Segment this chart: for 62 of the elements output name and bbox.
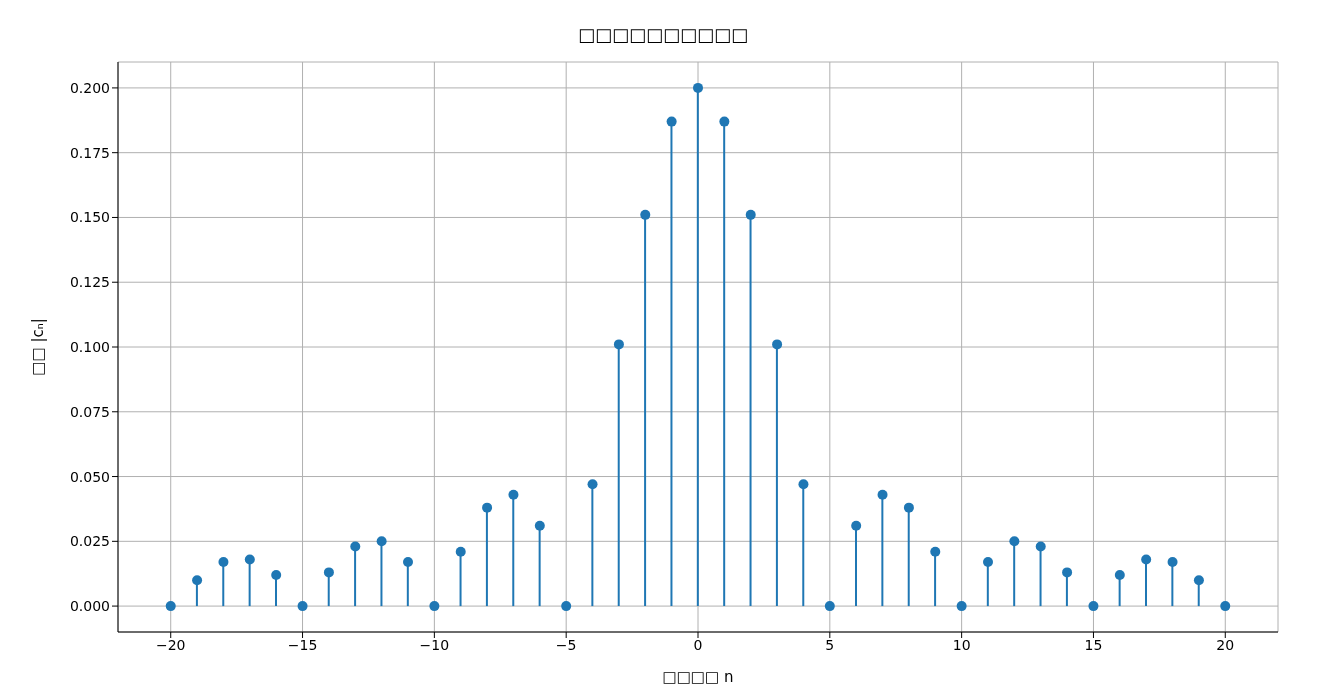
point	[824, 601, 835, 612]
x-tick-label: −10	[419, 636, 450, 653]
point	[1088, 601, 1099, 612]
point	[271, 570, 282, 580]
x-tick-label: 15	[1084, 636, 1103, 653]
x-tick-label: 20	[1216, 636, 1235, 653]
y-tick-label: 0.125	[69, 274, 110, 291]
point	[1193, 575, 1204, 586]
point	[455, 546, 466, 557]
point	[165, 601, 176, 612]
point	[1035, 541, 1046, 552]
y-tick-label: 0.000	[69, 598, 110, 615]
y-tick-label: 0.150	[69, 209, 110, 226]
point	[745, 209, 756, 220]
x-tick-label: 5	[825, 636, 835, 653]
point	[244, 554, 255, 565]
point	[429, 601, 440, 612]
y-axis-title: □□ |cₙ|	[29, 318, 48, 376]
point	[1009, 536, 1020, 547]
point	[798, 479, 809, 490]
point	[851, 520, 862, 531]
point	[930, 546, 941, 557]
point	[376, 536, 387, 547]
point	[1114, 570, 1125, 580]
point	[1220, 601, 1231, 612]
point	[903, 502, 914, 513]
x-tick-label: −15	[287, 636, 318, 653]
point	[508, 489, 519, 500]
x-tick-label: 0	[693, 636, 703, 653]
point	[613, 339, 624, 350]
point	[983, 557, 993, 568]
y-tick-label: 0.025	[69, 533, 110, 550]
y-tick-label: 0.175	[69, 144, 110, 161]
point	[719, 116, 730, 127]
x-tick-label: −20	[155, 636, 186, 653]
y-tick-label: 0.050	[69, 468, 110, 485]
point	[350, 541, 361, 552]
point	[297, 601, 308, 612]
point	[482, 502, 493, 513]
point	[1141, 554, 1152, 565]
point	[640, 209, 651, 220]
point	[561, 601, 572, 612]
point	[218, 557, 229, 568]
point	[877, 489, 888, 500]
point	[772, 339, 783, 350]
point	[1167, 557, 1178, 568]
y-tick-label: 0.075	[69, 403, 110, 420]
point	[666, 116, 677, 127]
chart-title: □□□□□□□□□□	[576, 23, 750, 47]
point	[693, 82, 703, 93]
x-tick-label: −5	[555, 636, 577, 653]
point	[587, 479, 598, 490]
point	[1062, 567, 1073, 578]
y-tick-label: 0.100	[69, 338, 110, 355]
point	[323, 567, 334, 578]
point	[534, 520, 545, 531]
x-tick-label: 10	[952, 636, 971, 653]
point	[403, 557, 413, 568]
point	[956, 601, 967, 612]
y-tick-label: 0.200	[69, 79, 110, 96]
x-axis-title: □□□□ n	[662, 668, 734, 686]
point	[192, 575, 203, 586]
